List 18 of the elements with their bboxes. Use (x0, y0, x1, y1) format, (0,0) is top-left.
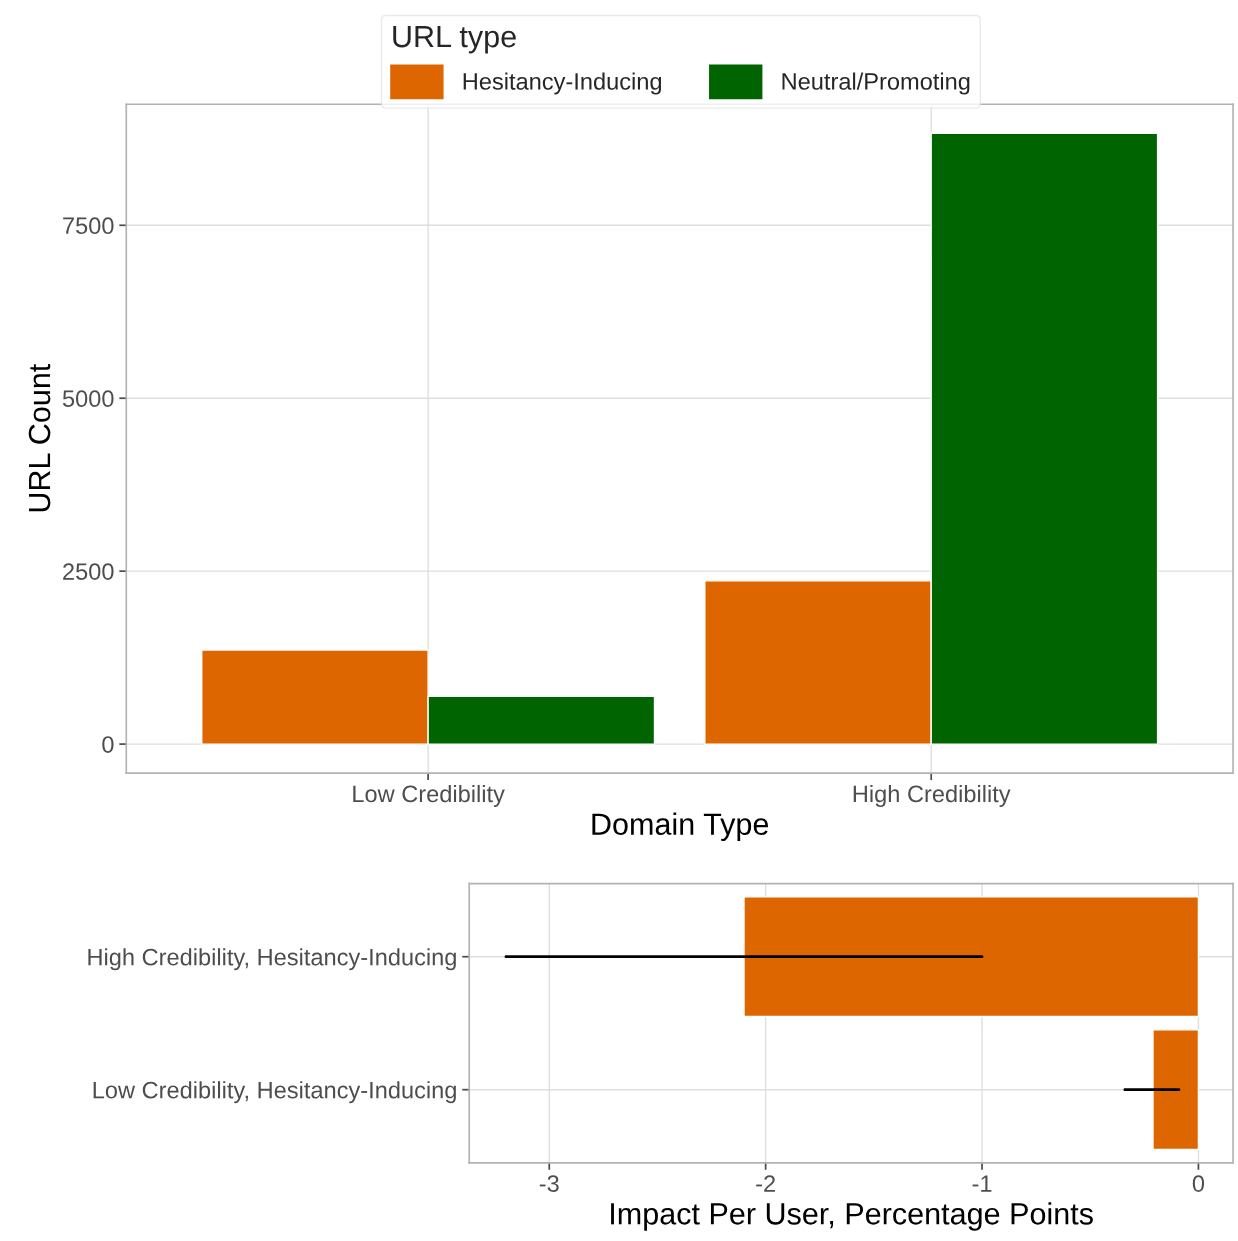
legend-label: Hesitancy-Inducing (463, 72, 662, 95)
x-axis-title: Domain Type (592, 812, 769, 841)
x-tick-label: -3 (539, 1175, 559, 1192)
x-tick-label: High Credibility (853, 784, 1011, 807)
y-tick-label: 2500 (63, 563, 114, 580)
y-tick-label: High Credibility, Hesitancy-Inducing (88, 948, 456, 971)
y-axis-title: URL Count (28, 363, 51, 512)
x-tick-label: Low Credibility (353, 784, 505, 807)
y-tick-label: 7500 (63, 217, 114, 235)
legend-title: URL type (393, 26, 516, 54)
x-tick-label: -2 (756, 1175, 775, 1192)
y-tick-label: 0 (102, 736, 114, 753)
x-tick-label: -1 (972, 1175, 992, 1192)
y-tick-label: Low Credibility, Hesitancy-Inducing (93, 1081, 456, 1104)
legend-label: Neutral/Promoting (782, 72, 970, 95)
x-axis-title: Impact Per User, Percentage Points (611, 1202, 1093, 1231)
y-tick-label: 5000 (62, 390, 114, 408)
x-tick-label: 0 (1192, 1175, 1205, 1192)
